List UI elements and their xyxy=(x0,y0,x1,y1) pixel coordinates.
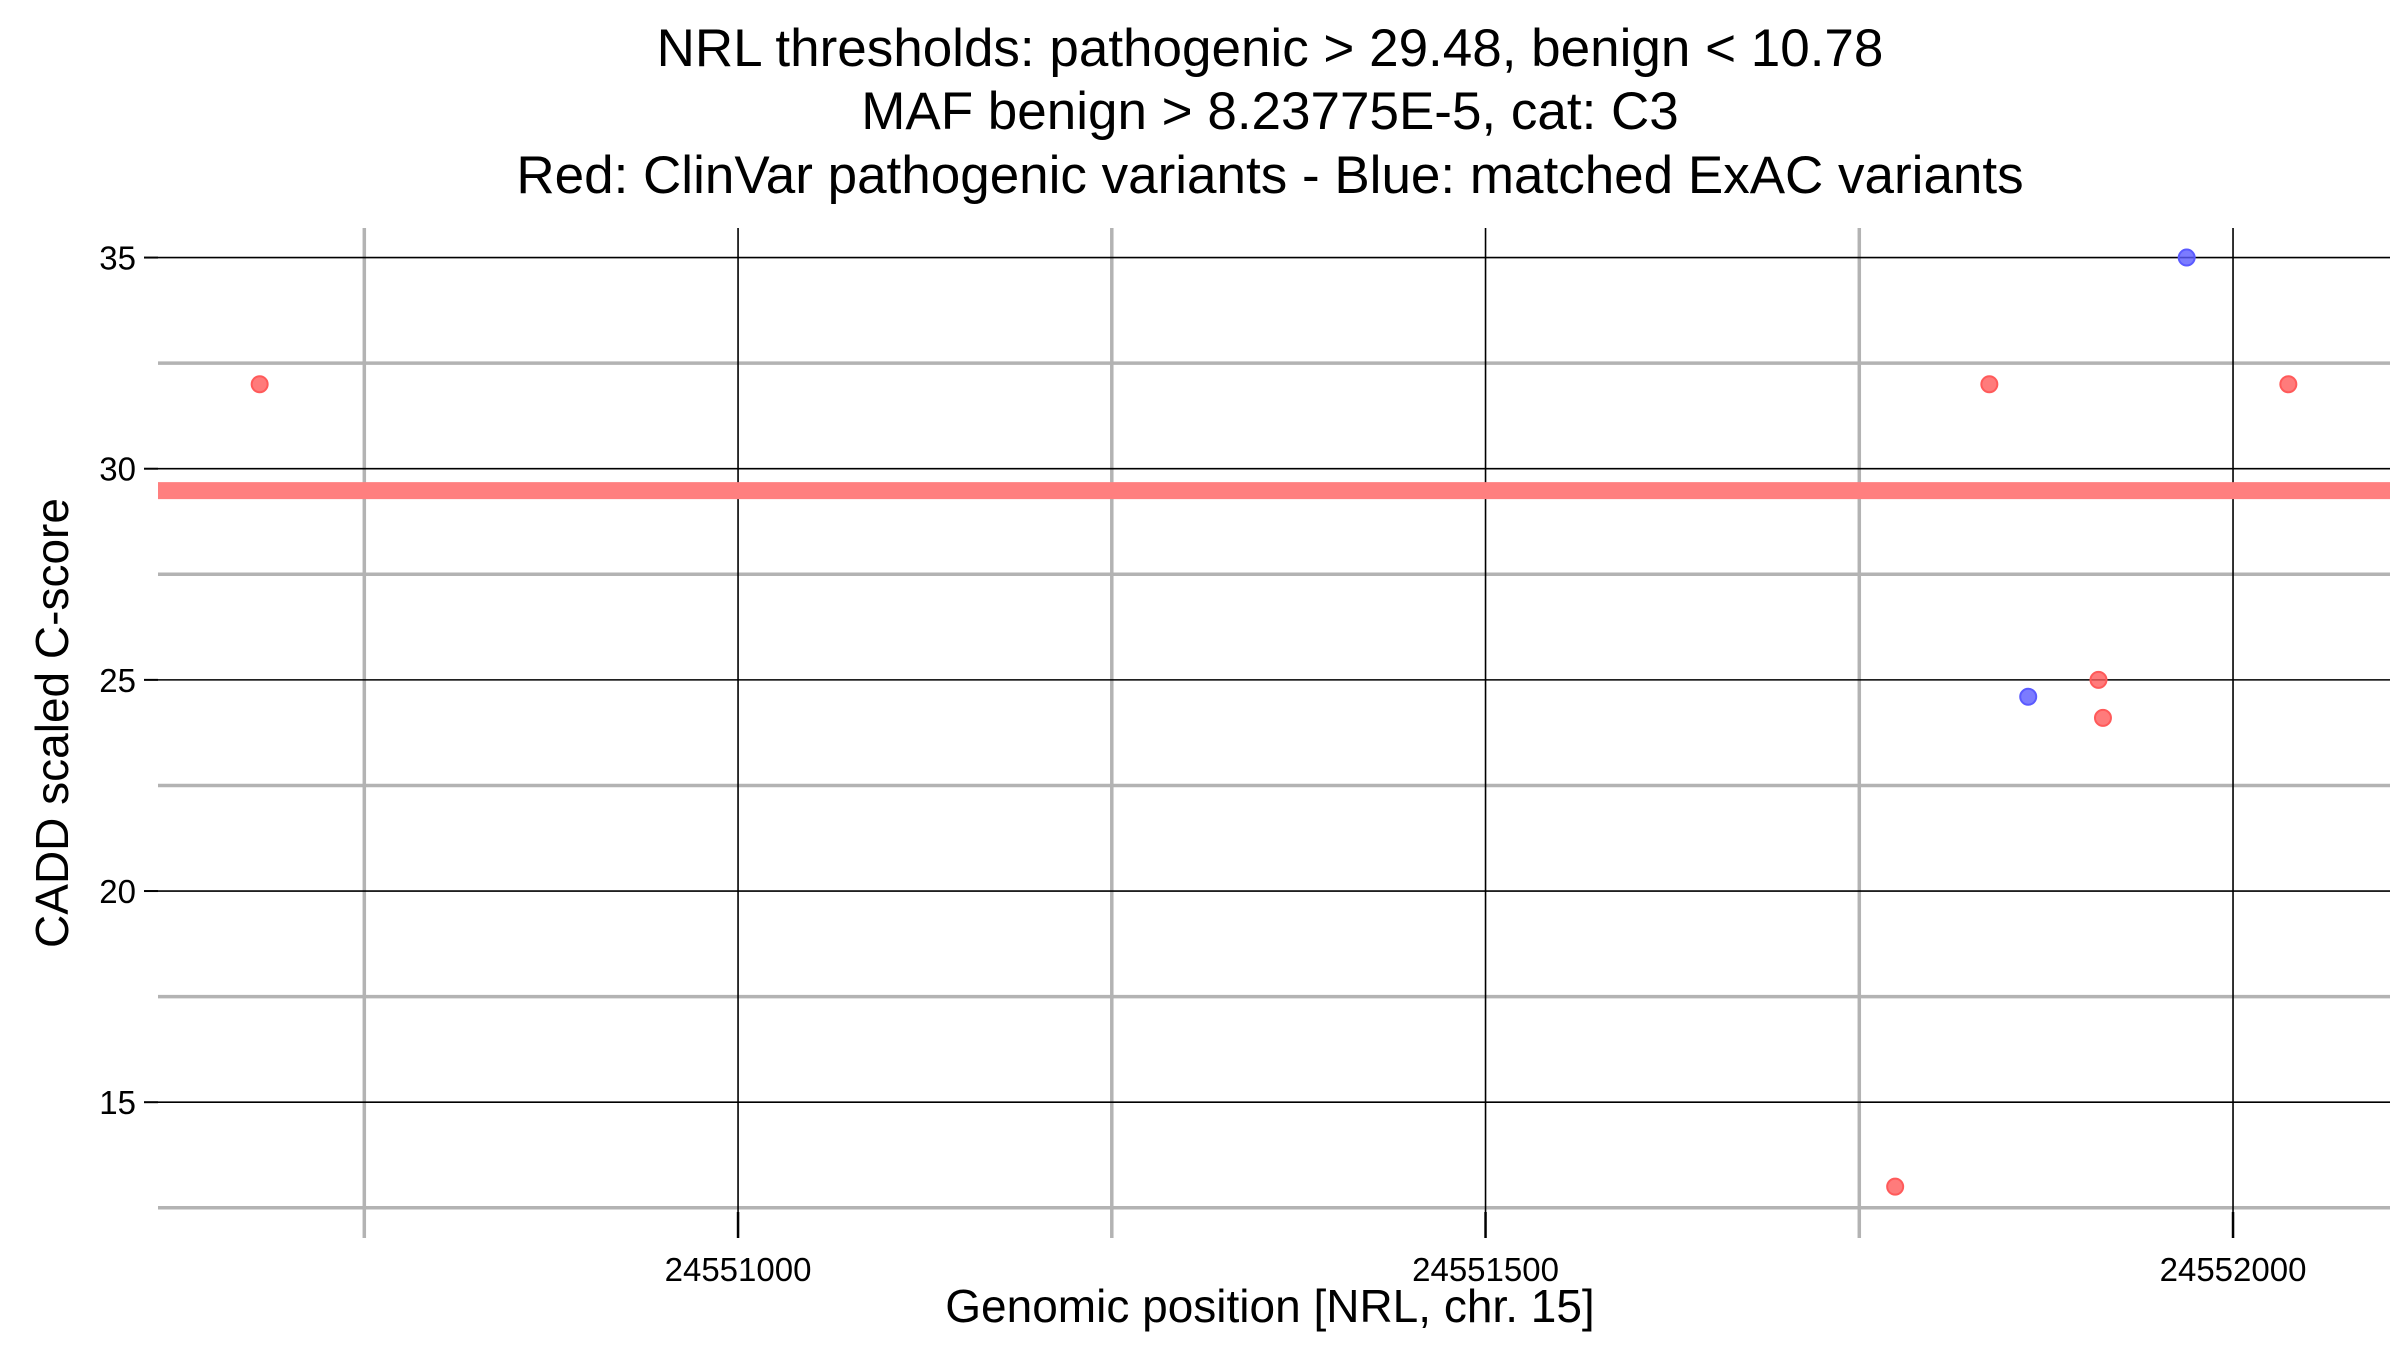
clinvar-pathogenic-point xyxy=(2093,708,2112,727)
y-tick-label: 15 xyxy=(99,1084,136,1121)
axes: 15 20 25 30 35 24551000 24551500 24552000 xyxy=(99,240,2306,1288)
grid xyxy=(158,228,2390,1212)
clinvar-pathogenic-point xyxy=(1980,375,1999,394)
x-tick-label: 24551500 xyxy=(1412,1251,1559,1288)
chart-title-line-3: Red: ClinVar pathogenic variants - Blue:… xyxy=(516,146,2023,205)
exac-variant-point xyxy=(2177,248,2196,267)
y-tick-label: 30 xyxy=(99,451,136,488)
chart-title-line-2: MAF benign > 8.23775E-5, cat: C3 xyxy=(861,82,1679,141)
y-tick-label: 20 xyxy=(99,873,136,910)
x-tick-label: 24551000 xyxy=(665,1251,812,1288)
x-tick-label: 24552000 xyxy=(2160,1251,2307,1288)
y-tick-label: 25 xyxy=(99,662,136,699)
data-points xyxy=(250,248,2298,1196)
clinvar-pathogenic-point xyxy=(2279,375,2298,394)
x-axis-title: Genomic position [NRL, chr. 15] xyxy=(945,1280,1594,1332)
y-tick-label: 35 xyxy=(99,240,136,277)
clinvar-pathogenic-point xyxy=(250,375,269,394)
clinvar-pathogenic-point xyxy=(1886,1177,1905,1196)
exac-variant-point xyxy=(2019,687,2038,706)
y-axis-title: CADD scaled C-score xyxy=(26,498,78,948)
clinvar-pathogenic-point xyxy=(2089,670,2108,689)
chart-title-line-1: NRL thresholds: pathogenic > 29.48, beni… xyxy=(657,19,1884,78)
